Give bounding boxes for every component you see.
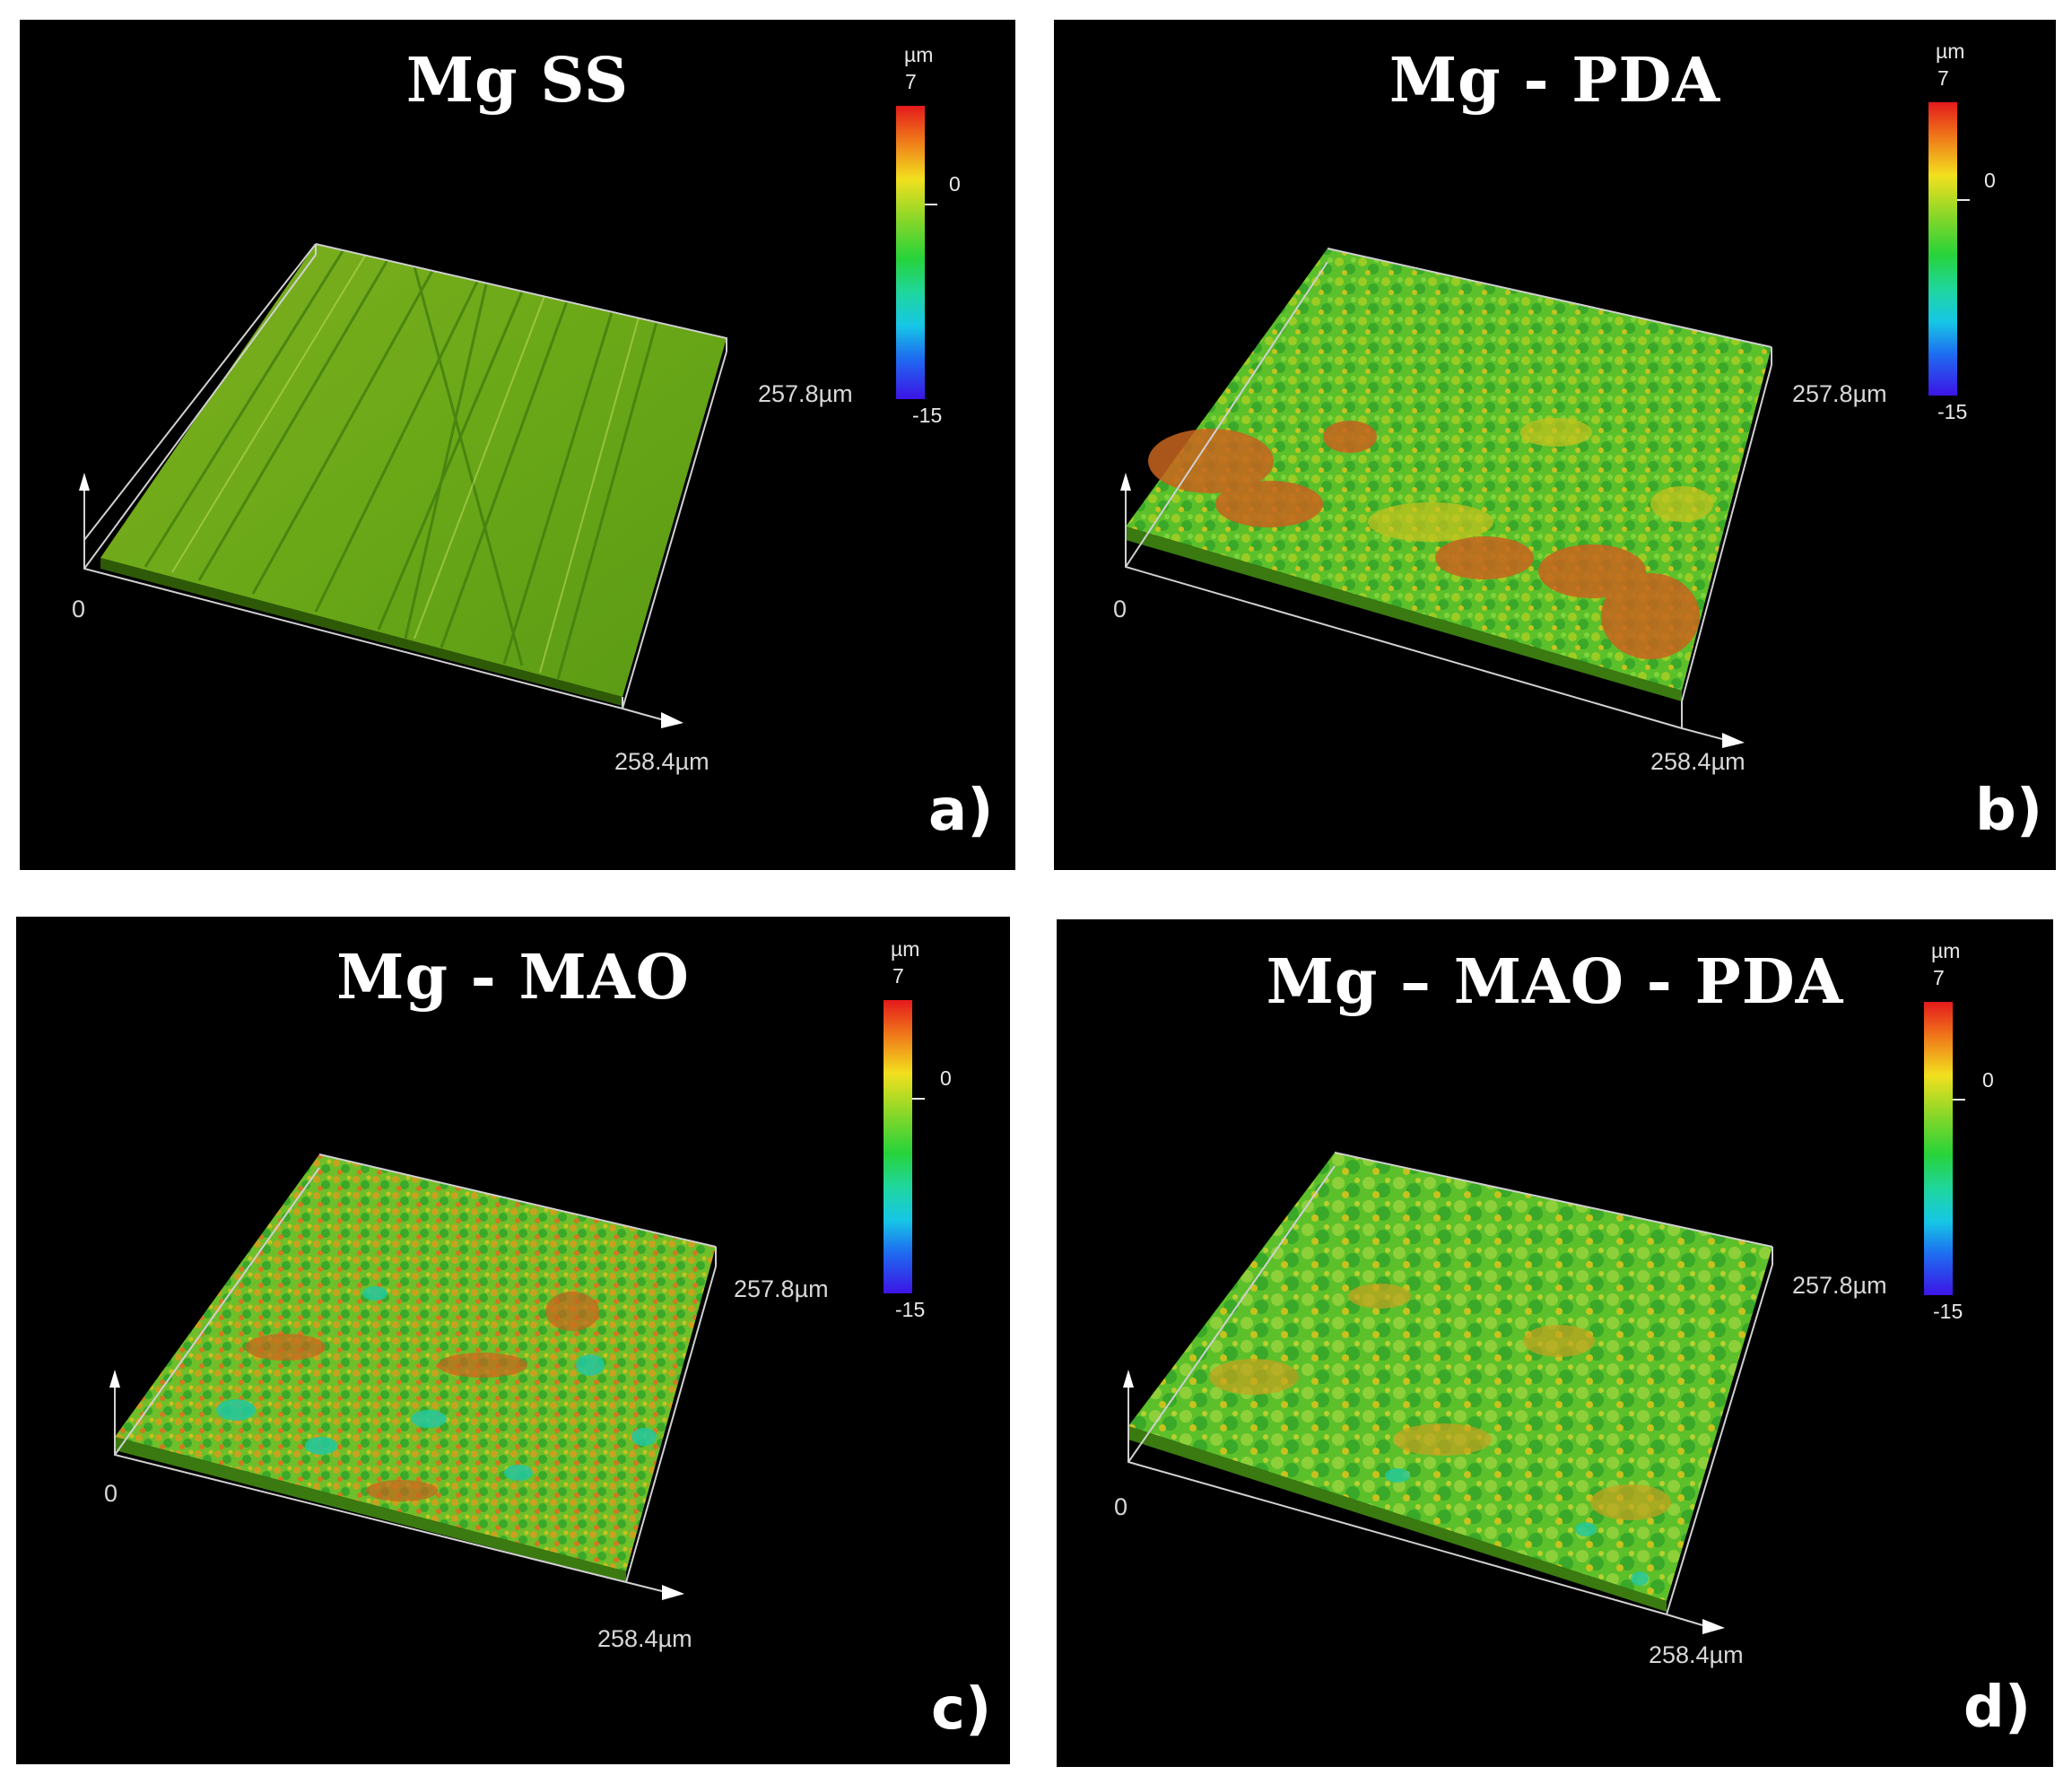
panel-title: Mg – MAO - PDA (1266, 946, 1844, 1018)
z-arrow-a (79, 473, 90, 491)
panel-d: Mg – MAO - PDA 0 258.4µm 257.8µm µm 7 0 … (1057, 919, 2053, 1767)
y-axis-label: 257.8µm (734, 1275, 829, 1302)
panel-letter: d) (1963, 1675, 2032, 1741)
x-axis-label: 258.4µm (1650, 748, 1746, 775)
yellow-patches-d (1209, 1284, 1671, 1520)
origin-label: 0 (72, 596, 86, 622)
x-axis-label: 258.4µm (1649, 1641, 1744, 1668)
cyan-pits-c (216, 1286, 657, 1481)
colorbar-max: 7 (1937, 66, 1949, 90)
colorbar-unit: µm (1936, 39, 1965, 63)
colorbar-max: 7 (892, 964, 904, 988)
panel-letter: b) (1975, 778, 2043, 844)
surface-plot-d (1123, 1152, 1773, 1634)
frame-c (114, 1153, 717, 1592)
panel-a: Mg SS 0 258.4µm 257.8µm µm 7 0 -15 a) (20, 20, 1015, 870)
origin-label: 0 (104, 1480, 118, 1507)
colorbar-min: -15 (1937, 400, 1968, 423)
colorbar-unit: µm (891, 937, 920, 961)
y-axis-label: 257.8µm (1792, 380, 1887, 407)
x-axis-label: 258.4µm (614, 748, 710, 775)
colorbar-tick (1953, 1099, 1965, 1101)
colorbar-mid: 0 (949, 172, 961, 196)
surface-top-c (115, 1154, 716, 1571)
colorbar-min: -15 (1933, 1300, 1963, 1323)
y-axis-label: 257.8µm (1792, 1272, 1887, 1299)
colorbar-max: 7 (1933, 966, 1945, 989)
colorbar-max: 7 (905, 70, 917, 93)
surface-top-a (100, 244, 727, 697)
origin-label: 0 (1113, 596, 1127, 622)
panel-title: Mg - MAO (336, 942, 690, 1014)
panel-title: Mg SS (405, 45, 630, 117)
colorbar-mid: 0 (1982, 1068, 1994, 1092)
panel-b: Mg - PDA 0 258.4µm 257.8µm µm 7 0 -15 b) (1054, 20, 2056, 870)
colorbar-unit: µm (1931, 939, 1961, 962)
orange-patches-b (1148, 421, 1700, 659)
colorbar (1928, 102, 1957, 396)
colorbar-tick (912, 1098, 925, 1100)
panel-letter: c) (931, 1676, 992, 1743)
colorbar-min: -15 (912, 404, 943, 427)
colorbar-min: -15 (895, 1298, 926, 1321)
surface-plot-a (79, 243, 727, 728)
origin-label: 0 (1114, 1493, 1128, 1520)
frame-b (1125, 248, 1772, 740)
colorbar-mid: 0 (1984, 169, 1996, 192)
striations-a (144, 250, 658, 680)
colorbar-tick (1957, 199, 1970, 201)
y-axis-label: 257.8µm (758, 380, 853, 407)
colorbar (1924, 1002, 1953, 1295)
surface-plot-b (1120, 248, 1772, 748)
frame-a (83, 243, 727, 720)
colorbar-mid: 0 (940, 1066, 952, 1090)
colorbar (896, 106, 925, 399)
x-arrow-a (661, 712, 683, 728)
x-axis-label: 258.4µm (597, 1625, 692, 1652)
panel-c: Mg - MAO 0 258.4µm 257.8µm µm 7 0 -15 c) (16, 917, 1010, 1764)
panel-title: Mg - PDA (1389, 45, 1721, 117)
frame-d (1127, 1152, 1773, 1626)
colorbar (884, 1000, 912, 1293)
surface-plot-c (109, 1153, 717, 1600)
colorbar-unit: µm (904, 43, 934, 66)
panel-letter: a) (928, 778, 994, 844)
colorbar-tick (925, 204, 937, 205)
